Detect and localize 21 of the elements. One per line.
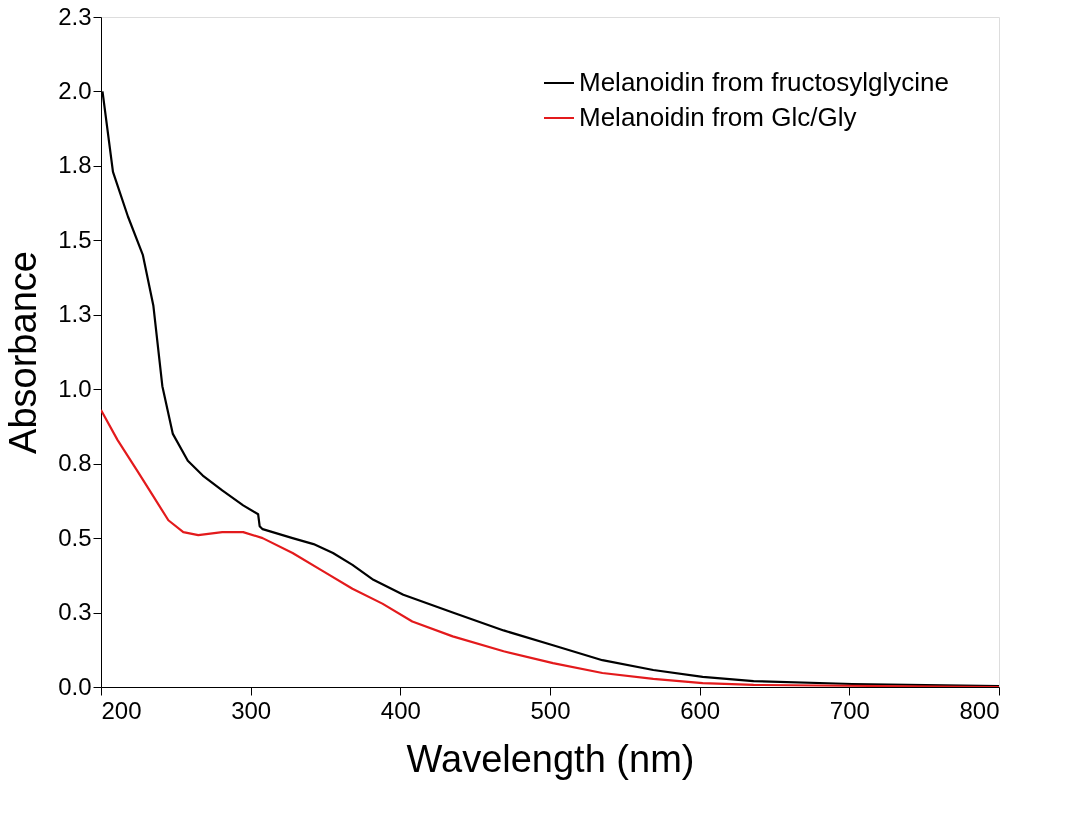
x-tick-label: 800 bbox=[959, 696, 1000, 724]
x-tick-label: 700 bbox=[829, 696, 870, 724]
y-axis-title: Absorbance bbox=[2, 251, 45, 454]
x-axis-title: Wavelength (nm) bbox=[406, 737, 695, 780]
y-tick-label: 1.8 bbox=[58, 151, 92, 179]
y-tick-label: 0.8 bbox=[58, 449, 92, 477]
x-tick-label: 200 bbox=[101, 696, 142, 724]
y-tick-label: 1.0 bbox=[58, 374, 92, 402]
y-tick-label: 1.5 bbox=[58, 225, 92, 253]
x-tick-label: 400 bbox=[380, 696, 421, 724]
y-tick-label: 0.5 bbox=[58, 523, 92, 551]
x-tick-label: 500 bbox=[530, 696, 571, 724]
x-tick-label: 600 bbox=[680, 696, 721, 724]
legend-label: Melanoidin from Glc/Gly bbox=[579, 102, 857, 132]
y-tick-label: 1.3 bbox=[58, 300, 92, 328]
y-tick-label: 2.0 bbox=[58, 76, 92, 104]
y-tick-label: 2.3 bbox=[58, 2, 92, 30]
x-tick-label: 300 bbox=[231, 696, 272, 724]
legend-label: Melanoidin from fructosylglycine bbox=[579, 67, 949, 97]
y-tick-label: 0.0 bbox=[58, 672, 92, 700]
y-tick-label: 0.3 bbox=[58, 598, 92, 626]
